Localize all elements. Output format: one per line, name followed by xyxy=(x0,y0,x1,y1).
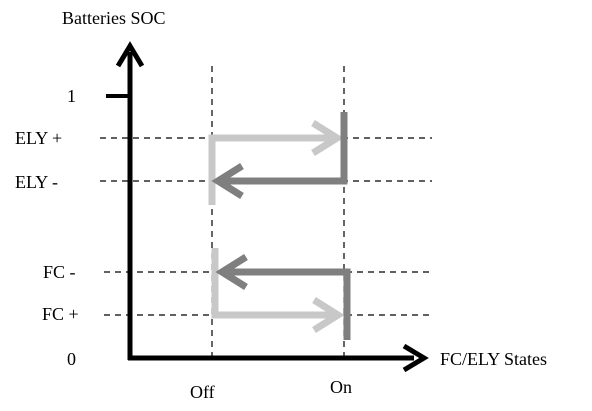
fc-turn-off-arrow xyxy=(211,248,338,319)
level-label-ely-plus: ELY + xyxy=(15,128,62,148)
ely-turn-on-arrowhead xyxy=(311,120,344,156)
state-label-off: Off xyxy=(190,382,215,402)
level-label-fc-plus: FC + xyxy=(42,304,79,324)
fc-turn-on-arrow xyxy=(222,268,351,340)
level-label-zero: 0 xyxy=(67,349,76,369)
x-axis-title: FC/ELY States xyxy=(440,349,547,369)
y-axis-title: Batteries SOC xyxy=(62,8,166,28)
level-label-one: 1 xyxy=(67,86,76,106)
fc-turn-off-arrowhead xyxy=(312,297,345,333)
ely-turn-off-arrow xyxy=(218,112,348,185)
state-label-on: On xyxy=(330,377,352,397)
level-label-fc-minus: FC - xyxy=(43,262,76,282)
ely-turn-on-arrow xyxy=(208,134,337,205)
ely-turn-off-arrowhead xyxy=(211,163,244,199)
level-label-ely-minus: ELY - xyxy=(15,172,58,192)
fc-turn-on-arrowhead xyxy=(215,254,248,290)
y-axis-arrowhead xyxy=(115,41,145,68)
x-axis-arrowhead xyxy=(402,343,429,373)
